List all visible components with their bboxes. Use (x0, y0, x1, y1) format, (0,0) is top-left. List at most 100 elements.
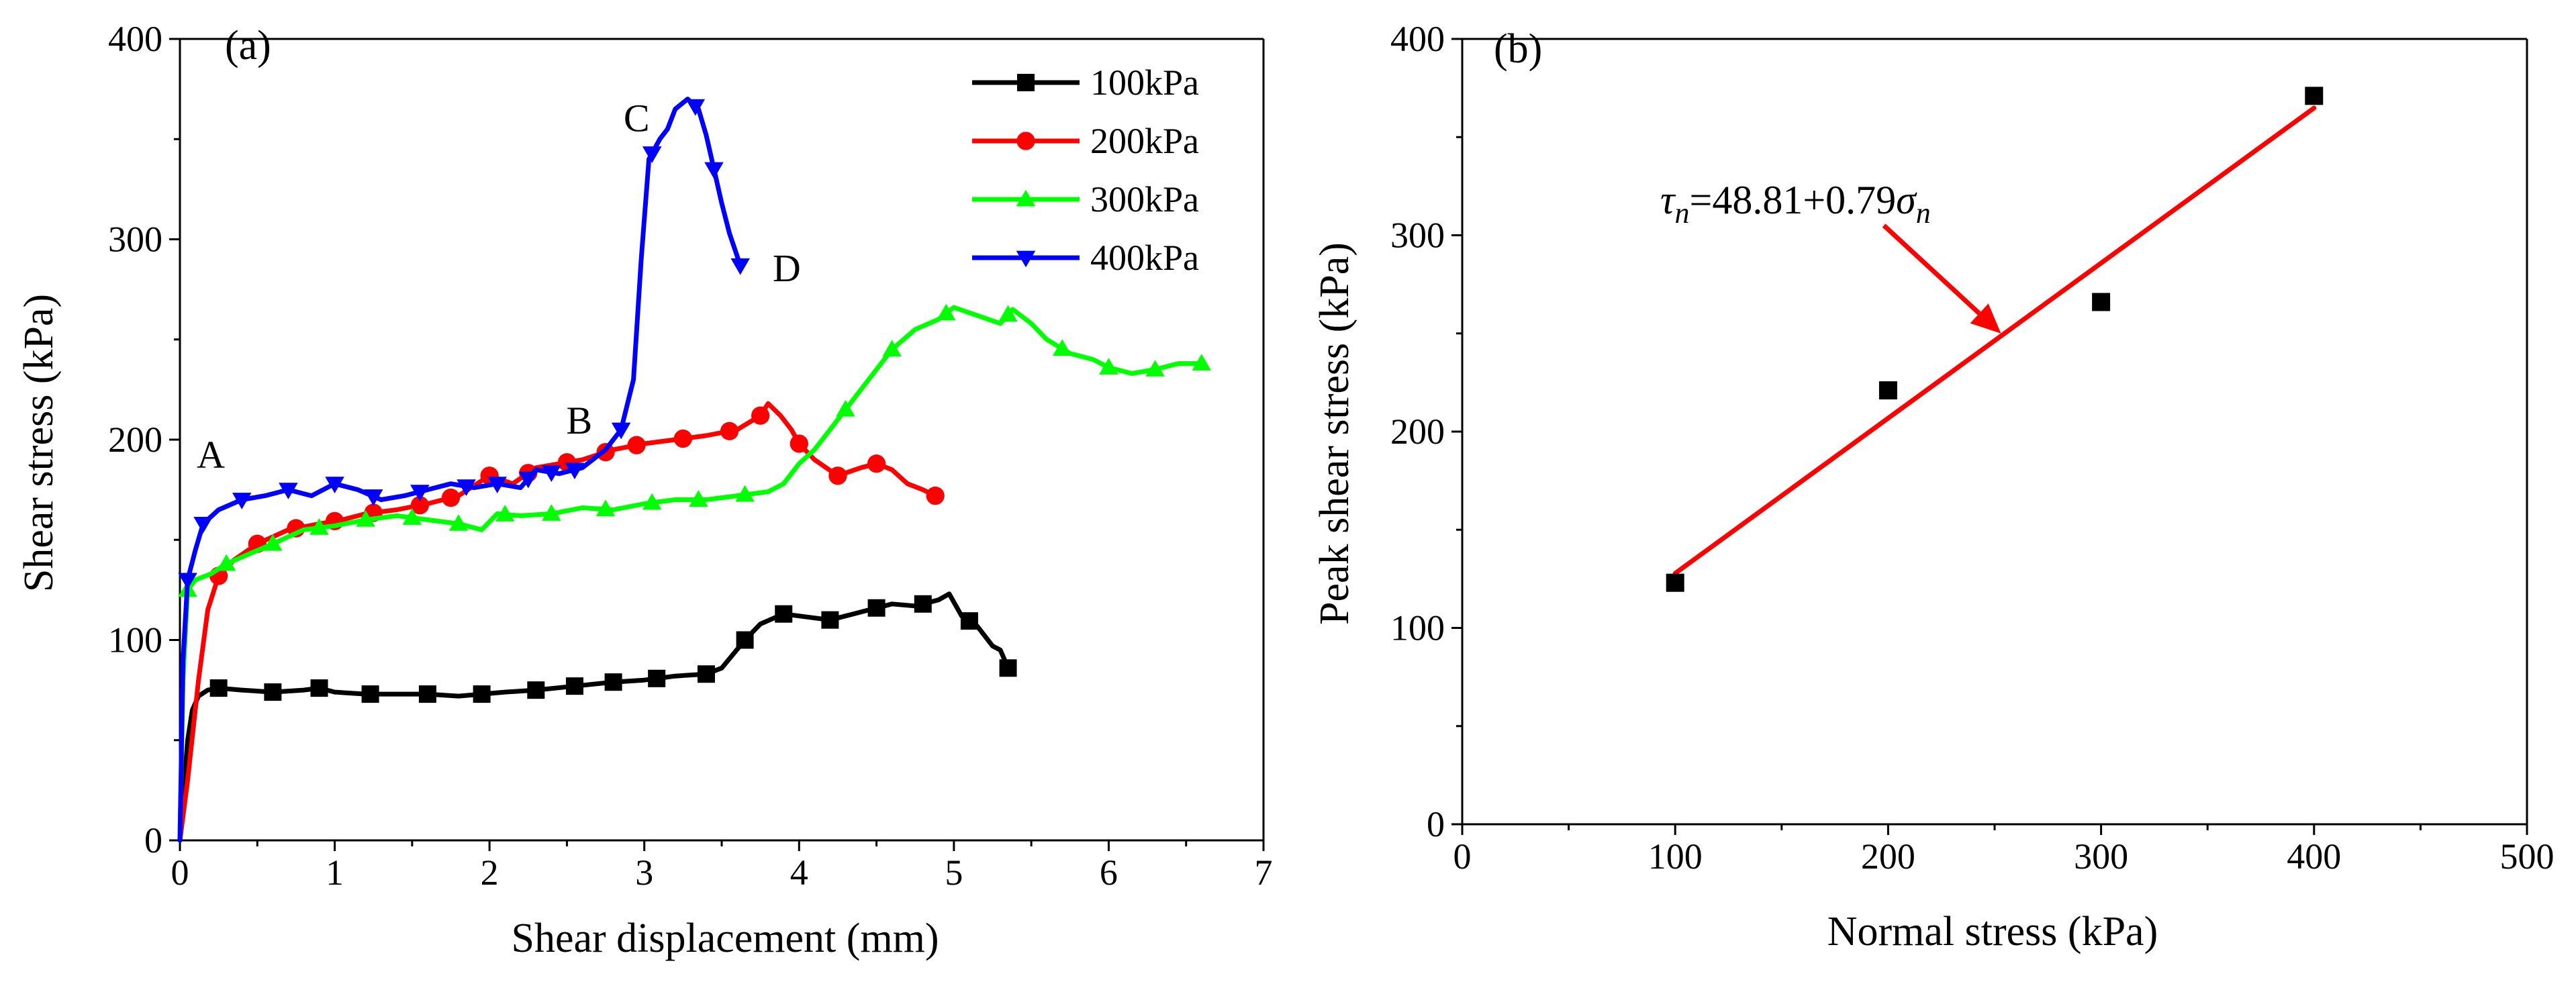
panel-a-annotations: A B C D (197, 96, 801, 476)
data-point-400kpa (565, 462, 585, 480)
data-point-100kpa (736, 631, 754, 649)
panel-b-y-tick-label: 200 (1390, 411, 1445, 452)
annotation-b: B (567, 399, 593, 442)
legend-label-400kpa: 400kPa (1090, 238, 1199, 278)
data-point-200kpa (410, 496, 430, 515)
peak-point (2305, 87, 2324, 105)
data-point-300kpa (1145, 360, 1165, 377)
data-point-100kpa (361, 685, 379, 703)
legend-marker-300kpa (1016, 189, 1036, 207)
peak-point (2092, 293, 2111, 311)
peak-point (1878, 381, 1897, 400)
panel-b-x-tick-label: 200 (1861, 836, 1915, 877)
data-point-200kpa (673, 429, 693, 448)
panel-b-y-tick-label: 400 (1390, 19, 1445, 59)
data-point-400kpa (457, 479, 476, 496)
data-point-200kpa (926, 486, 945, 505)
panel-a-y-tick-label: 400 (108, 19, 162, 59)
legend-label-300kpa: 300kPa (1090, 179, 1199, 219)
data-point-300kpa (689, 490, 708, 507)
panel-a-x-axis-title: Shear displacement (mm) (511, 916, 939, 961)
data-point-300kpa (309, 518, 329, 535)
data-point-400kpa (279, 483, 298, 499)
data-point-100kpa (821, 611, 839, 629)
panel-b-y-axis-title: Peak shear stress (kPa) (1312, 242, 1357, 625)
data-point-400kpa (642, 146, 662, 163)
annotation-c: C (624, 96, 650, 140)
arrow-head (1970, 303, 2001, 334)
fit-equation: τn=48.81+0.79σn (1660, 178, 1931, 230)
data-point-400kpa (611, 422, 631, 440)
panel-a-y-tick-label: 100 (108, 620, 162, 660)
data-point-100kpa (473, 685, 491, 703)
data-point-400kpa (685, 99, 706, 116)
annotation-a: A (197, 433, 225, 477)
panel-a-x-tick-label: 1 (326, 852, 344, 893)
panel-a-x-tick-label: 7 (1255, 852, 1273, 893)
panel-a-legend: 100kPa 200kPa 300kPa 400kPa (972, 62, 1199, 278)
panel-a-x-tick-label: 3 (635, 852, 653, 893)
legend-label-100kpa: 100kPa (1090, 62, 1199, 103)
panel-a-series-group (177, 97, 1212, 843)
data-point-100kpa (775, 605, 793, 623)
data-point-100kpa (527, 681, 545, 699)
legend-marker-100kpa (1017, 74, 1035, 91)
legend-item-100kpa: 100kPa (972, 62, 1199, 103)
data-point-200kpa (867, 454, 886, 473)
data-point-400kpa (730, 258, 750, 275)
data-point-100kpa (867, 599, 886, 617)
data-point-300kpa (263, 534, 283, 551)
fit-equation-sigma: σ (1896, 178, 1917, 222)
panel-a-y-tick-label: 300 (108, 219, 162, 260)
data-point-300kpa (937, 303, 956, 321)
data-point-100kpa (565, 677, 583, 695)
arrow-shaft (1882, 224, 1981, 315)
panel-b-x-tick-label: 400 (2287, 836, 2341, 877)
data-point-400kpa (487, 477, 507, 493)
data-point-300kpa (595, 499, 616, 517)
data-point-200kpa (441, 488, 461, 507)
panel-a-y-tick-label: 0 (144, 820, 162, 860)
data-point-300kpa (1099, 358, 1118, 375)
panel-b-points-group (1666, 87, 2324, 592)
data-point-400kpa (518, 471, 538, 489)
data-point-400kpa (704, 162, 724, 179)
data-point-300kpa (836, 399, 855, 417)
legend-marker-400kpa (1016, 250, 1036, 268)
data-point-400kpa (325, 477, 344, 493)
panel-b-axes: 0 100 200 300 400 500 0 100 200 300 400 (1390, 19, 2555, 877)
panel-b-x-tick-label: 300 (2074, 836, 2128, 877)
data-point-100kpa (914, 595, 932, 613)
series-300kpa (177, 303, 1212, 843)
data-point-100kpa (604, 673, 622, 691)
panel-a-label: (a) (225, 23, 271, 68)
data-point-400kpa (363, 489, 383, 506)
fit-equation-tau-subscript: n (1674, 197, 1689, 230)
data-point-300kpa (642, 493, 662, 510)
data-point-200kpa (790, 434, 808, 453)
data-point-100kpa (310, 679, 328, 697)
legend-label-200kpa: 200kPa (1090, 121, 1199, 161)
data-point-200kpa (828, 466, 847, 485)
panel-a-y-tick-label: 200 (108, 420, 162, 460)
panel-b-arrow-group (1882, 224, 2001, 334)
data-point-300kpa (882, 340, 902, 357)
fit-equation-sigma-subscript: n (1916, 197, 1931, 230)
panel-a-x-tick-label: 5 (945, 852, 963, 893)
series-400kpa (177, 97, 750, 843)
series-line-300kpa (177, 305, 1204, 843)
data-point-300kpa (402, 508, 422, 525)
data-point-100kpa (960, 612, 978, 630)
legend-item-300kpa: 300kPa (972, 179, 1199, 219)
data-point-100kpa (418, 685, 436, 703)
panel-a-x-tick-label: 2 (481, 852, 499, 893)
legend-item-200kpa: 200kPa (972, 121, 1199, 161)
data-point-200kpa (751, 406, 770, 425)
panel-b-x-tick-label: 100 (1648, 836, 1703, 877)
panel-b-x-axis-title: Normal stress (kPa) (1827, 909, 2158, 954)
data-point-300kpa (495, 505, 515, 522)
data-point-100kpa (999, 659, 1017, 677)
panel-b-label: (b) (1494, 26, 1542, 72)
